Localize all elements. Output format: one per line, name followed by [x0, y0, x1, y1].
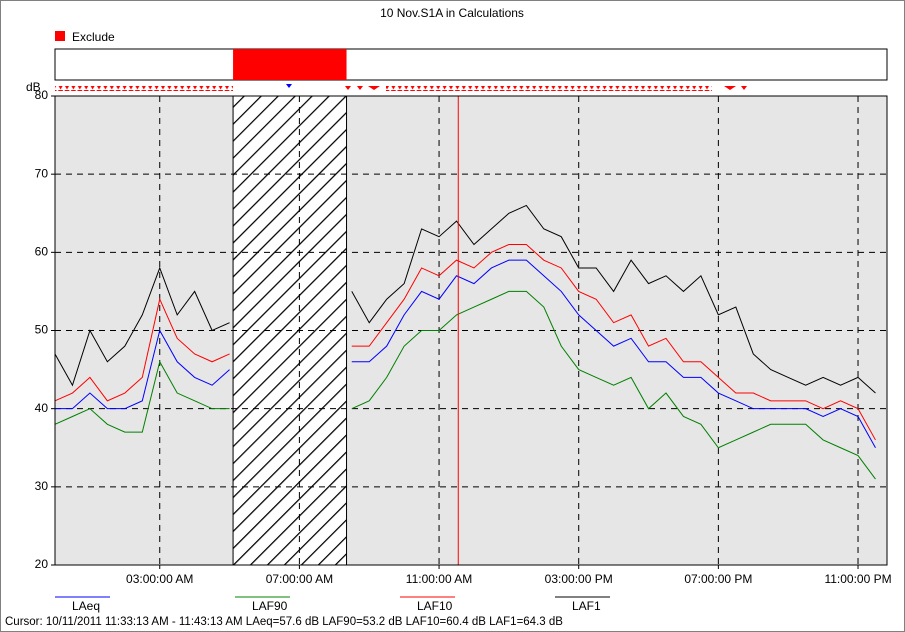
x-tick-label: 03:00:00 AM [126, 572, 193, 586]
cursor-status: Cursor: 10/11/2011 11:33:13 AM - 11:43:1… [5, 616, 563, 628]
exclude-legend-swatch [55, 31, 65, 41]
y-tick-label: 70 [35, 166, 49, 180]
plot-layer: 20 30 40 50 60 70 80 03:00:00 AM 07:00:00 AM 11:0… [35, 88, 892, 598]
y-tick-label: 30 [35, 479, 49, 493]
chart-title: 10 Nov.S1A in Calculations [380, 6, 524, 20]
legend-label: LAeq [72, 599, 100, 613]
y-tick-label: 80 [35, 88, 49, 102]
plot-border [54, 95, 888, 566]
marker-row [386, 86, 712, 91]
x-tick-label: 11:00:00 PM [824, 572, 891, 586]
x-tick-label: 03:00:00 PM [545, 572, 613, 586]
y-unit: dB [26, 80, 41, 94]
x-tick-label: 07:00:00 PM [684, 572, 752, 586]
y-tick-label: 40 [35, 401, 49, 415]
legend-label: LAF10 [417, 599, 453, 613]
legend-label: LAF90 [252, 599, 288, 613]
series-line [54, 290, 876, 480]
exclude-bar [233, 49, 347, 80]
x-tick-label: 11:00:00 AM [406, 572, 473, 586]
y-tick-label: 50 [35, 323, 49, 337]
marker-row [55, 86, 233, 91]
series-line [54, 204, 876, 394]
x-tick-label: 07:00:00 AM [266, 572, 333, 586]
series-line [54, 244, 876, 441]
legend-label: LAF1 [572, 599, 601, 613]
y-tick-label: 60 [35, 245, 49, 259]
y-tick-label: 20 [35, 557, 49, 571]
exclude-strip [54, 48, 888, 81]
exclude-legend-label: Exclude [72, 30, 115, 44]
marker [286, 84, 292, 88]
series-line [55, 259, 876, 448]
